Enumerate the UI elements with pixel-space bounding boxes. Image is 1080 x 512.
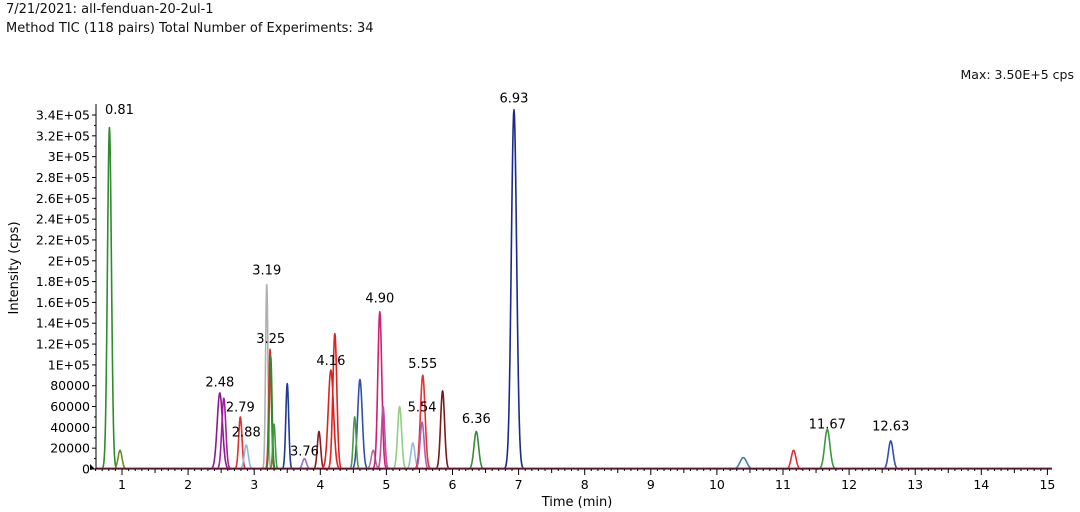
- peak-navy-693: [503, 108, 525, 470]
- peak-purple-248: [208, 392, 231, 470]
- peak-pink-490: [371, 310, 389, 470]
- y-tick-label: 2E+05: [48, 253, 90, 268]
- x-tick-label: 12: [841, 477, 857, 492]
- x-tick-label: 10: [709, 477, 725, 492]
- peak-label: 0.81: [105, 103, 134, 118]
- peak-label: 3.25: [256, 332, 285, 347]
- peak-label: 3.76: [290, 444, 319, 459]
- sample-title: 7/21/2021: all-fenduan-20-2ul-1: [6, 2, 214, 17]
- peak-maroon-585: [434, 390, 451, 470]
- peak-red-422: [326, 332, 344, 470]
- peak-label: 6.93: [499, 92, 528, 107]
- peak-label: 12.63: [872, 419, 909, 434]
- peak-ltgreen-520: [391, 405, 409, 470]
- y-tick-label: 2.8E+05: [36, 170, 90, 185]
- y-tick-label: 1.6E+05: [36, 295, 90, 310]
- peak-blue-1263: [881, 440, 901, 470]
- peak-label: 11.67: [809, 417, 846, 432]
- origin-marker: [90, 464, 95, 470]
- peak-navy-350: [280, 382, 294, 470]
- peak-green-1167: [816, 428, 839, 470]
- y-tick-label: 0: [82, 462, 90, 477]
- peak-purple-376: [296, 457, 313, 470]
- y-tick-label: 1E+05: [48, 357, 90, 372]
- peak-purple-254: [215, 397, 233, 470]
- y-tick-label: 3.2E+05: [36, 128, 90, 143]
- peak-lightblue-288: [237, 444, 255, 470]
- peak-label: 3.19: [252, 263, 281, 278]
- x-axis-label: Time (min): [541, 495, 613, 510]
- peak-label: 2.48: [205, 376, 234, 391]
- peak-red-1116: [783, 449, 804, 470]
- x-tick-label: 1: [118, 477, 126, 492]
- peak-green-081: [101, 126, 118, 470]
- y-tick-label: 1.2E+05: [36, 337, 90, 352]
- method-title: Method TIC (118 pairs) Total Number of E…: [6, 21, 374, 36]
- y-tick-label: 80000: [50, 378, 90, 393]
- y-tick-label: 2.4E+05: [36, 212, 90, 227]
- y-tick-label: 60000: [50, 399, 90, 414]
- peak-label: 6.36: [462, 412, 491, 427]
- max-intensity-label: Max: 3.50E+5 cps: [960, 67, 1074, 82]
- peak-annotations-group: 0.81 6.93 3.19 4.90 3.25 4.16 5.55 2.48 2.79 5.54…: [105, 92, 909, 460]
- peak-label: 4.90: [365, 291, 394, 306]
- x-tick-label: 11: [775, 477, 791, 492]
- peak-teal-1040: [729, 456, 757, 470]
- y-tick-label: 40000: [50, 420, 90, 435]
- peak-series-group: [96, 108, 1052, 470]
- peak-label: 5.55: [408, 357, 437, 372]
- x-tick-label: 13: [907, 477, 923, 492]
- peak-label: 5.54: [408, 401, 437, 416]
- y-tick-label: 20000: [50, 441, 90, 456]
- peak-green-325: [264, 355, 277, 470]
- y-tick-label: 1.4E+05: [36, 316, 90, 331]
- y-axis-label: Intensity (cps): [7, 221, 22, 314]
- peak-pink-495: [375, 405, 391, 470]
- x-tick-label: 9: [647, 477, 655, 492]
- peak-label: 4.16: [316, 354, 345, 369]
- x-tick-label: 4: [316, 477, 324, 492]
- y-tick-label: 3E+05: [48, 149, 90, 164]
- x-tick-label: 3: [250, 477, 258, 492]
- peak-label: 2.79: [226, 401, 255, 416]
- y-tick-label: 2.6E+05: [36, 191, 90, 206]
- x-tick-label: 5: [382, 477, 390, 492]
- x-tick-label: 8: [581, 477, 589, 492]
- peak-green-636: [466, 430, 486, 470]
- x-tick-label: 2: [184, 477, 192, 492]
- peak-label: 2.88: [232, 426, 261, 441]
- x-tick-label: 7: [515, 477, 523, 492]
- axes-group: 0 20000 40000 60000 80000 1E+05 1.2E+05 1.4E+05…: [36, 104, 1055, 492]
- peak-gray-319: [261, 283, 273, 470]
- x-tick-label: 14: [973, 477, 989, 492]
- x-tick-label: 6: [449, 477, 457, 492]
- x-tick-label: 15: [1039, 477, 1055, 492]
- y-tick-label: 1.8E+05: [36, 274, 90, 289]
- peak-red-416: [319, 369, 342, 470]
- peak-blue-460: [350, 378, 370, 470]
- y-tick-label: 2.2E+05: [36, 232, 90, 247]
- y-tick-label: 3.4E+05: [36, 108, 90, 123]
